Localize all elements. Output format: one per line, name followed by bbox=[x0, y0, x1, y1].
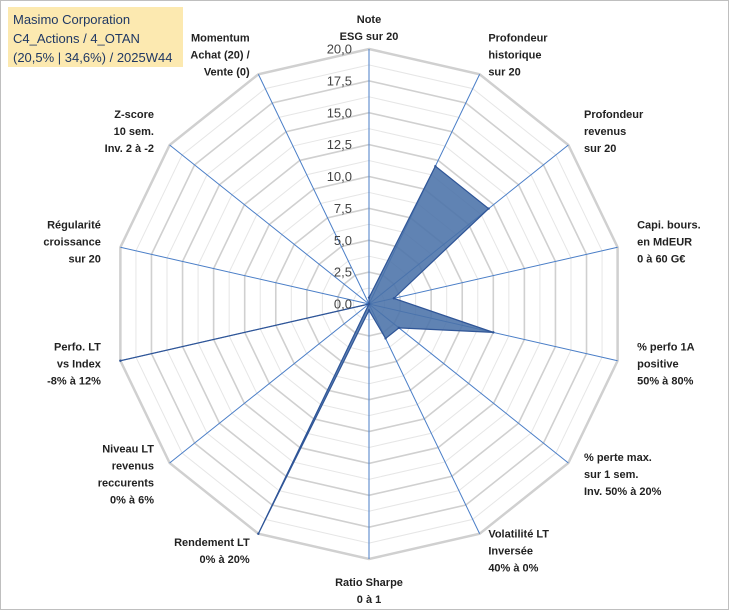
axis-spoke bbox=[169, 303, 370, 464]
radar-series bbox=[119, 164, 495, 535]
chart-title-box: Masimo Corporation C4_Actions / 4_OTAN (… bbox=[8, 7, 183, 67]
tick-label: 12,5 bbox=[327, 137, 352, 152]
tick-label: 2,5 bbox=[334, 265, 352, 280]
axis-spoke bbox=[368, 303, 481, 534]
tick-label: 20,0 bbox=[327, 42, 352, 57]
tick-label: 17,5 bbox=[327, 73, 352, 88]
tick-label: 0,0 bbox=[334, 297, 352, 312]
axis-label: Perfo. LT vs Index -8% à 12% bbox=[47, 342, 102, 388]
series-point bbox=[392, 297, 396, 300]
axis-label: Ratio Sharpe 0 à 1 bbox=[335, 577, 403, 606]
series-point bbox=[397, 326, 401, 330]
axis-spoke bbox=[169, 144, 370, 305]
axis-label: Capi. bours. en MdEUR 0 à 60 G€ bbox=[637, 219, 701, 265]
axis-label: % perte max. sur 1 sem. Inv. 50% à 20% bbox=[584, 452, 662, 498]
axis-spoke bbox=[120, 246, 370, 305]
radial-tick-labels: 0,0 2,5 5,0 7,5 10,0 12,5 15,0 17,5 20,0 bbox=[327, 42, 352, 312]
axis-label: Profondeur revenus sur 20 bbox=[584, 109, 644, 155]
tick-label: 7,5 bbox=[334, 201, 352, 216]
axis-spoke bbox=[368, 303, 569, 464]
tick-label: 5,0 bbox=[334, 233, 352, 248]
axis-spoke bbox=[257, 74, 370, 305]
axis-labels: Note ESG sur 20 Profondeur historique sur 20… bbox=[43, 14, 700, 606]
series-point bbox=[119, 359, 122, 362]
title-category: C4_Actions / 4_OTAN bbox=[13, 31, 140, 46]
series-point bbox=[367, 296, 371, 299]
series-point bbox=[257, 532, 260, 535]
series-point bbox=[487, 207, 490, 210]
axis-label: Régularité croissance sur 20 bbox=[43, 219, 100, 265]
axis-label: Rendement LT 0% à 20% bbox=[174, 537, 250, 566]
axis-spoke bbox=[368, 246, 618, 305]
tick-label: 15,0 bbox=[327, 105, 352, 120]
axis-label: Niveau LT revenus reccurents 0% à 6% bbox=[98, 443, 155, 506]
axis-label: Profondeur historique sur 20 bbox=[488, 33, 548, 79]
axis-label: Momentum Achat (20) / Vente (0) bbox=[190, 33, 250, 79]
series-point bbox=[434, 164, 437, 168]
series-point bbox=[367, 302, 371, 306]
axis-label: % perfo 1A positive 50% à 80% bbox=[637, 342, 695, 388]
axis-label: Note ESG sur 20 bbox=[340, 14, 399, 43]
series-point bbox=[492, 331, 495, 334]
series-point bbox=[384, 337, 387, 340]
axis-label: Z-score 10 sem. Inv. 2 à -2 bbox=[105, 109, 154, 155]
title-company: Masimo Corporation bbox=[13, 12, 131, 27]
title-scores-week: (20,5% | 34,6%) / 2025W44 bbox=[13, 50, 173, 65]
tick-label: 10,0 bbox=[327, 169, 352, 184]
series-point bbox=[367, 309, 371, 312]
series-area bbox=[120, 165, 494, 535]
axis-label: Volatilité LT Inversée 40% à 0% bbox=[488, 528, 549, 574]
